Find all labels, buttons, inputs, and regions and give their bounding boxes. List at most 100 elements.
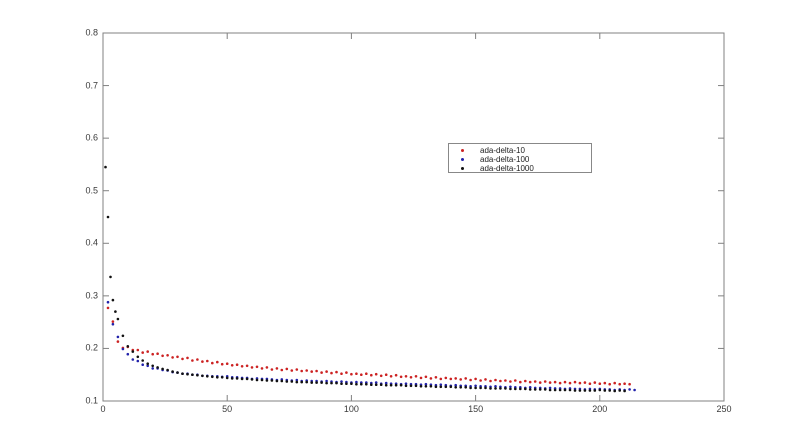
scatter-point — [360, 382, 363, 386]
scatter-point — [384, 381, 388, 385]
scatter-point — [136, 359, 140, 363]
scatter-point — [350, 382, 353, 386]
scatter-point — [265, 379, 269, 382]
scatter-point — [116, 317, 120, 321]
scatter-point — [593, 389, 597, 392]
scatter-point — [305, 380, 309, 384]
scatter-point — [166, 354, 169, 357]
x-tick-label: 0 — [100, 404, 106, 414]
scatter-point — [370, 373, 373, 377]
scatter-point — [543, 388, 547, 391]
scatter-point — [439, 377, 443, 381]
scatter-point — [434, 385, 438, 389]
scatter-point — [553, 388, 557, 392]
legend-row: ada-delta-10 — [449, 146, 591, 155]
y-tick-label: 0.4 — [85, 237, 98, 248]
scatter-point — [538, 388, 542, 391]
scatter-point — [583, 389, 587, 392]
legend-marker-dot — [461, 167, 464, 170]
scatter-point — [126, 352, 130, 356]
scatter-point — [300, 369, 304, 373]
scatter-point — [509, 385, 512, 389]
legend-box: ada-delta-10 ada-delta-100 ada-delta-100… — [448, 143, 592, 173]
scatter-point — [151, 364, 154, 368]
scatter-point — [365, 372, 368, 376]
scatter-point — [156, 352, 159, 356]
scatter-point — [225, 362, 229, 366]
series-ada-delta-100 — [106, 300, 636, 392]
scatter-point — [206, 375, 209, 378]
y-tick-label: 0.7 — [85, 80, 98, 91]
scatter-point — [206, 359, 209, 363]
scatter-point — [216, 376, 219, 379]
scatter-point — [181, 357, 184, 361]
scatter-point — [533, 380, 537, 383]
scatter-point — [330, 371, 333, 375]
scatter-point — [245, 377, 249, 381]
scatter-point — [404, 382, 408, 386]
scatter-point — [196, 373, 199, 377]
scatter-point — [429, 377, 433, 380]
scatter-point — [628, 382, 631, 386]
legend-marker-dot — [461, 158, 464, 161]
scatter-point — [374, 372, 378, 376]
scatter-point — [315, 369, 318, 373]
scatter-point — [444, 385, 448, 389]
scatter-point — [568, 388, 572, 392]
x-tick-label: 100 — [343, 404, 359, 414]
scatter-point — [548, 381, 552, 384]
scatter-point — [424, 382, 428, 386]
scatter-point — [220, 376, 224, 379]
scatter-point — [310, 370, 314, 373]
scatter-point — [519, 387, 522, 391]
scatter-point — [111, 322, 115, 326]
scatter-point — [543, 380, 547, 383]
scatter-point — [524, 387, 527, 391]
scatter-point — [548, 388, 552, 392]
scatter-point — [151, 352, 154, 356]
scatter-point — [250, 366, 254, 369]
scatter-point — [285, 380, 289, 383]
scatter-point — [509, 387, 512, 391]
scatter-point — [598, 382, 602, 386]
scatter-point — [573, 389, 577, 392]
x-tick-label: 250 — [716, 404, 732, 414]
scatter-point — [355, 382, 358, 386]
scatter-point — [146, 350, 149, 353]
scatter-point — [156, 366, 159, 369]
scatter-point — [494, 378, 497, 382]
scatter-point — [464, 386, 468, 389]
scatter-point — [141, 359, 144, 362]
scatter-point — [196, 358, 199, 361]
series-ada-delta-10 — [106, 306, 631, 386]
legend-row: ada-delta-100 — [449, 155, 591, 164]
scatter-point — [459, 386, 463, 389]
scatter-point — [295, 368, 299, 371]
scatter-point — [340, 380, 343, 383]
legend-label: ada-delta-1000 — [480, 164, 534, 173]
scatter-point — [186, 372, 189, 376]
scatter-point — [260, 378, 264, 382]
scatter-point — [434, 376, 438, 379]
scatter-point — [240, 365, 244, 368]
scatter-point — [588, 389, 592, 392]
scatter-point — [464, 377, 468, 380]
scatter-point — [161, 354, 164, 358]
scatter-point — [563, 380, 567, 384]
scatter-point — [489, 387, 492, 390]
scatter-point — [111, 298, 115, 302]
scatter-point — [235, 363, 239, 367]
scatter-point — [389, 375, 393, 378]
scatter-point — [613, 389, 616, 393]
scatter-point — [270, 368, 274, 371]
scatter-point — [106, 215, 110, 219]
scatter-point — [280, 379, 284, 383]
scatter-point — [191, 373, 194, 377]
scatter-point — [255, 365, 259, 369]
scatter-point — [235, 377, 239, 380]
scatter-point — [558, 381, 562, 385]
scatter-point — [404, 375, 408, 378]
scatter-point — [106, 300, 110, 304]
scatter-point — [449, 385, 453, 389]
y-tick-label: 0.3 — [85, 290, 98, 301]
